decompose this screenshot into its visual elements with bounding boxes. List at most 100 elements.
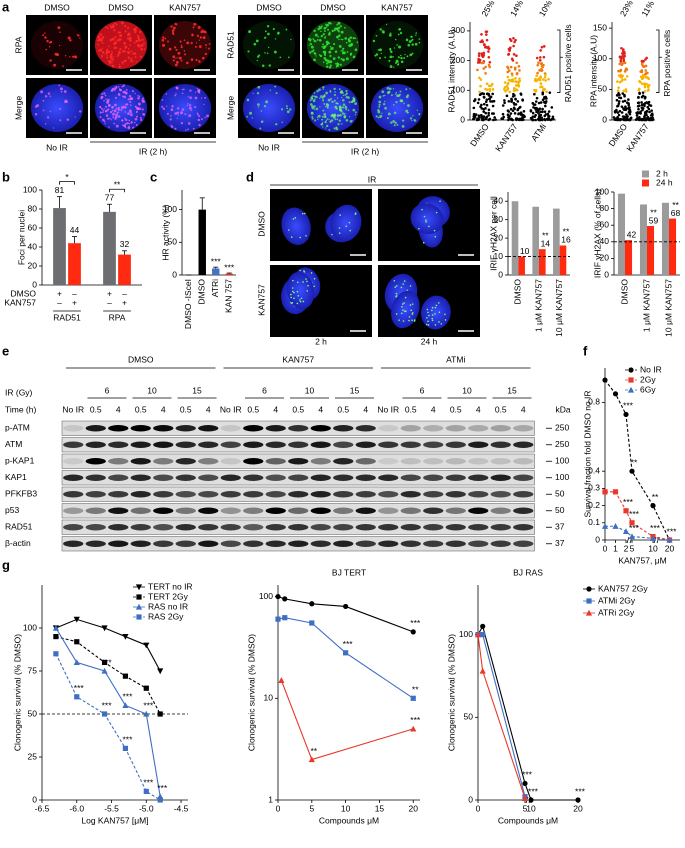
band — [490, 540, 511, 547]
dot — [622, 57, 625, 60]
dot — [547, 110, 551, 113]
dot — [541, 92, 545, 96]
series-line — [55, 618, 161, 672]
focus — [318, 54, 321, 56]
focus — [324, 37, 326, 39]
focus — [198, 115, 201, 118]
band — [108, 441, 129, 448]
focus — [425, 221, 427, 223]
focus — [316, 38, 319, 41]
band — [310, 441, 331, 448]
dot — [638, 87, 641, 91]
focus — [123, 124, 126, 128]
focus — [342, 98, 345, 102]
focus — [335, 106, 337, 108]
focus — [264, 30, 267, 33]
dot — [490, 82, 494, 86]
dot — [515, 61, 519, 65]
focus — [248, 30, 252, 34]
legend-label: ATRi 2Gy — [598, 607, 635, 617]
dot — [546, 112, 550, 116]
dot — [625, 75, 629, 78]
value-label: 32 — [120, 239, 130, 249]
focus — [319, 39, 322, 42]
panel-label: f — [583, 343, 588, 358]
time-label: No IR — [220, 404, 242, 414]
dot — [509, 65, 513, 69]
micrograph — [302, 78, 364, 138]
focus — [116, 111, 119, 114]
band — [378, 458, 399, 465]
marker — [575, 797, 581, 803]
y-axis-label: Clonogenic survival (% DMSO) — [446, 634, 456, 751]
dot — [482, 67, 486, 70]
focus — [200, 30, 204, 34]
focus — [313, 29, 316, 33]
dot — [643, 85, 647, 89]
y-tick-label: 20 — [494, 232, 504, 242]
focus — [435, 304, 438, 307]
band — [400, 540, 421, 547]
focus — [116, 39, 119, 42]
dot — [533, 103, 537, 106]
dot — [517, 65, 521, 68]
dot — [505, 85, 509, 88]
x-tick-label: ATRi — [210, 279, 220, 297]
focus — [107, 27, 109, 30]
focus — [292, 218, 295, 220]
band — [400, 441, 421, 448]
band — [445, 491, 466, 498]
y-tick-label: 0 — [468, 794, 473, 804]
focus — [431, 309, 433, 312]
band — [513, 524, 534, 531]
dot — [517, 112, 521, 115]
significance: *** — [623, 497, 634, 507]
significance: ** — [652, 492, 659, 502]
dot — [536, 63, 540, 67]
dot — [643, 90, 647, 93]
focus — [290, 38, 292, 41]
bar — [532, 206, 539, 275]
dot — [504, 89, 507, 93]
band — [513, 458, 534, 465]
focus — [418, 41, 421, 44]
focus — [340, 30, 344, 34]
focus — [302, 281, 304, 283]
band — [153, 540, 174, 547]
focus — [384, 106, 387, 110]
significance: *** — [143, 778, 154, 788]
band — [243, 540, 264, 547]
value-label: 10 — [520, 246, 530, 256]
focus — [299, 269, 301, 272]
focus — [100, 54, 103, 56]
dot — [539, 62, 543, 66]
focus — [114, 117, 117, 120]
dot — [628, 108, 632, 112]
marker — [157, 668, 164, 675]
y-axis-label: HR activity (%) — [160, 204, 170, 260]
dot — [534, 100, 538, 103]
focus — [103, 100, 105, 102]
marker — [479, 667, 486, 674]
focus — [392, 120, 395, 123]
band — [243, 441, 264, 448]
band — [378, 491, 399, 498]
focus — [416, 109, 419, 111]
focus — [139, 116, 142, 119]
time-label: 0.5 — [337, 404, 349, 414]
dot — [543, 88, 547, 91]
focus — [280, 108, 284, 111]
focus — [324, 36, 327, 38]
focus — [409, 285, 412, 287]
legend-label: KAN757 2Gy — [598, 583, 648, 593]
focus — [292, 279, 294, 282]
focus — [378, 95, 382, 99]
micrograph — [90, 78, 152, 138]
focus — [110, 89, 114, 92]
band — [400, 425, 421, 432]
dot — [483, 45, 487, 49]
focus — [99, 48, 102, 51]
focus — [141, 99, 144, 102]
y-tick-label: 0 — [32, 279, 37, 289]
significance: ** — [542, 230, 549, 240]
